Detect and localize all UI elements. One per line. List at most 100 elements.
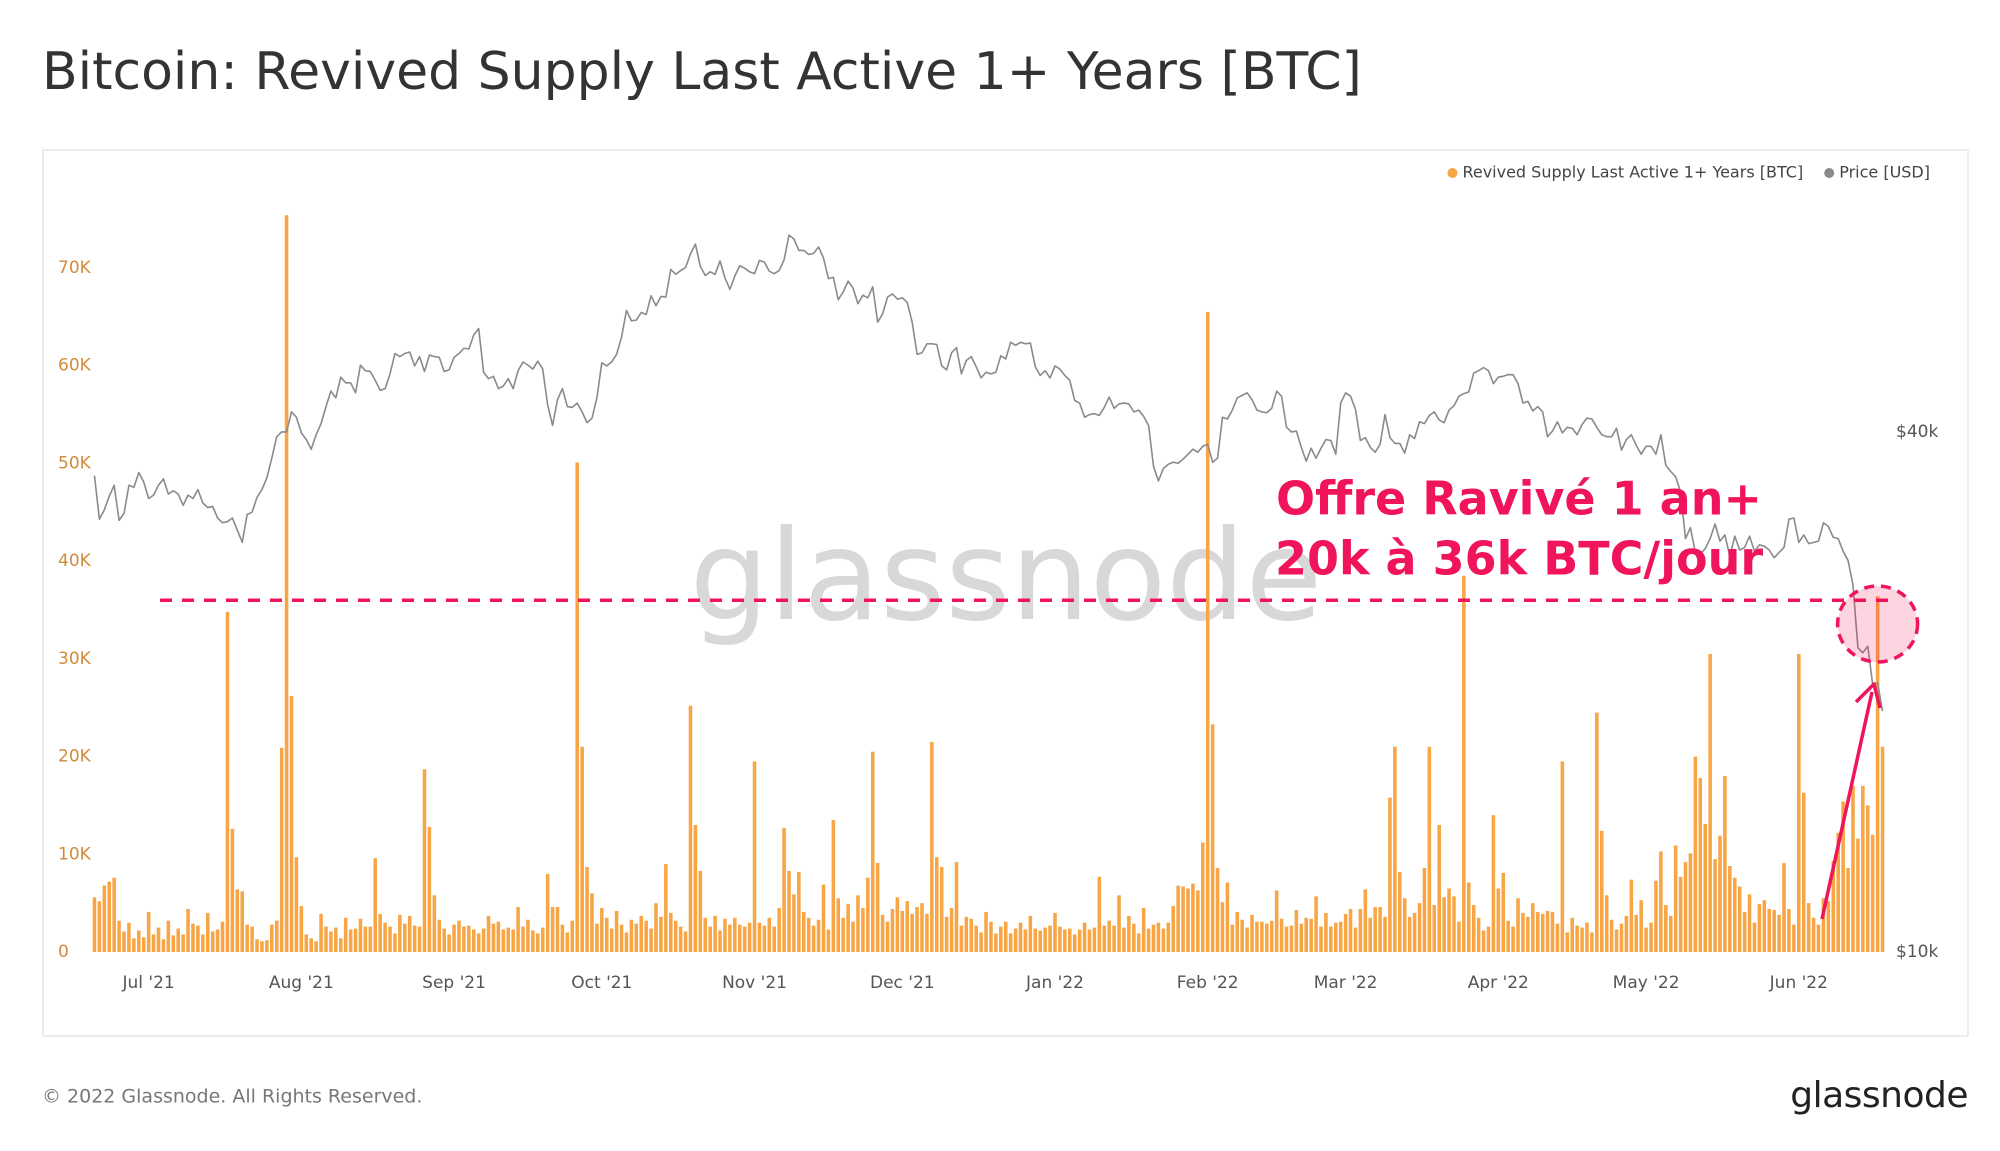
bar (1304, 917, 1308, 952)
bar (1412, 912, 1417, 952)
bar (757, 922, 762, 952)
bar (659, 916, 663, 952)
bar (1703, 823, 1707, 952)
legend-label: Revived Supply Last Active 1+ Years [BTC… (1462, 163, 1803, 182)
bar (1590, 932, 1594, 952)
bar (870, 751, 875, 952)
bar (1053, 912, 1057, 952)
bar (506, 927, 511, 952)
bar (1604, 895, 1609, 952)
bar (1309, 918, 1313, 952)
bar (673, 920, 678, 952)
annotations: Offre Ravivé 1 an+ 20k à 36k BTC/jour (160, 472, 1920, 920)
bar (516, 907, 520, 952)
y2-tick-label: $10k (1896, 942, 1938, 962)
bar (787, 870, 791, 952)
bar (1816, 924, 1821, 952)
bar (1619, 923, 1624, 952)
bar (1506, 920, 1510, 952)
bar (1008, 933, 1013, 952)
bar (1274, 890, 1279, 952)
bar (1161, 928, 1166, 952)
bar (112, 877, 116, 952)
bar (1284, 926, 1289, 952)
bar (1437, 824, 1441, 952)
bar (905, 901, 909, 952)
bar (1693, 756, 1698, 952)
bar (1496, 888, 1501, 952)
bar (1003, 921, 1008, 952)
bar (1545, 910, 1550, 952)
bar (289, 695, 294, 952)
bar (999, 926, 1003, 952)
bar (1476, 917, 1481, 952)
bar (762, 925, 767, 952)
x-tick-label: May '22 (1613, 973, 1680, 993)
bar (531, 930, 535, 952)
bar (1314, 896, 1318, 952)
bar (1225, 882, 1230, 952)
bar (560, 924, 565, 952)
bar (1708, 653, 1712, 952)
bar (102, 885, 107, 952)
bar (861, 908, 865, 952)
bar (1117, 895, 1121, 952)
bar (1462, 575, 1466, 952)
bar (1836, 832, 1840, 952)
bar (166, 920, 171, 952)
bar (1683, 862, 1688, 952)
bar (1728, 866, 1732, 952)
bar (127, 922, 131, 952)
bar (161, 939, 166, 952)
bar (1215, 867, 1220, 952)
bar (678, 926, 683, 952)
bar (1555, 923, 1560, 952)
bar (1501, 872, 1506, 952)
bar (334, 927, 338, 952)
bar (1407, 916, 1412, 952)
bar (570, 920, 575, 952)
bar (1787, 909, 1791, 952)
bar (1319, 926, 1323, 952)
bar (1521, 912, 1525, 952)
price-line (93, 234, 1884, 712)
bar (329, 931, 333, 952)
bar (1861, 785, 1865, 952)
bar (846, 904, 850, 952)
bar (614, 910, 619, 952)
bar (447, 934, 451, 952)
bar (279, 747, 284, 952)
bar (826, 929, 831, 952)
bar (935, 857, 939, 952)
bar (1289, 925, 1294, 952)
bar (1723, 776, 1727, 952)
bar (1333, 922, 1338, 952)
bar (393, 933, 397, 952)
bar (1713, 859, 1717, 952)
bar (1732, 877, 1737, 952)
bar (1240, 919, 1244, 952)
bar (1531, 903, 1535, 952)
bar (836, 898, 841, 952)
logo: glassnode (1790, 1075, 1968, 1116)
bar (1826, 901, 1831, 952)
bar (225, 611, 230, 952)
bar (442, 928, 446, 952)
bar (1851, 785, 1855, 952)
bar (1427, 746, 1432, 952)
bar (1230, 924, 1235, 952)
bar (585, 866, 589, 952)
bar (210, 931, 215, 952)
bar (363, 926, 368, 952)
bar (792, 894, 796, 952)
bar (1279, 918, 1284, 952)
bar (580, 746, 584, 952)
bar (146, 911, 151, 952)
bar (703, 917, 708, 952)
bar (609, 928, 614, 952)
bar (1220, 902, 1225, 952)
bar (1388, 797, 1392, 952)
bar (639, 915, 644, 952)
bar (1659, 851, 1663, 952)
